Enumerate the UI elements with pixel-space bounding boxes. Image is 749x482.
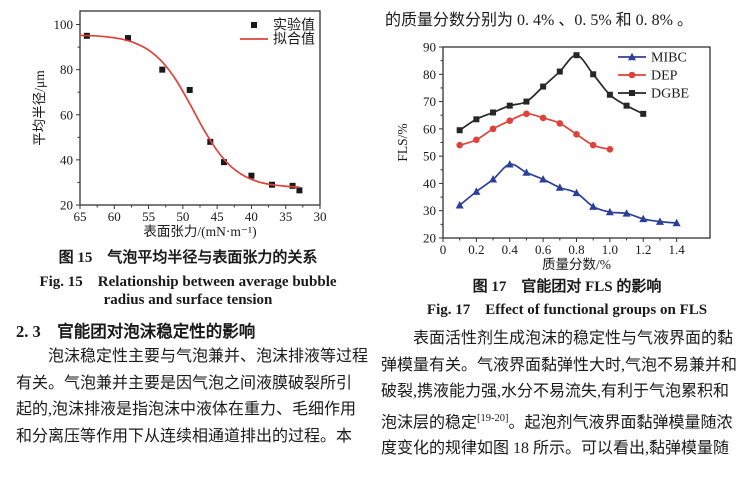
svg-text:60: 60 bbox=[108, 209, 121, 224]
svg-text:1.4: 1.4 bbox=[669, 242, 686, 257]
svg-text:40: 40 bbox=[245, 209, 258, 224]
svg-text:质量分数/%: 质量分数/% bbox=[542, 257, 611, 272]
svg-text:60: 60 bbox=[423, 121, 436, 136]
left-paragraph-line: 有关。气泡兼并主要是因气泡之间液膜破裂所引 bbox=[16, 374, 353, 392]
svg-text:DGBE: DGBE bbox=[651, 87, 689, 102]
svg-text:30: 30 bbox=[314, 209, 327, 224]
svg-text:80: 80 bbox=[423, 67, 436, 82]
right-paragraph: 表面活性剂生成泡沫的稳定性与气液界面的黏 弹模量有关。气液界面黏弹性大时,气泡不… bbox=[381, 326, 749, 463]
svg-text:拟合值: 拟合值 bbox=[273, 32, 315, 48]
svg-text:55: 55 bbox=[142, 209, 155, 224]
svg-text:80: 80 bbox=[60, 62, 73, 77]
svg-text:平均半径/μm: 平均半径/μm bbox=[32, 70, 47, 146]
figure-15-caption-en-line1: Fig. 15 Relationship between average bub… bbox=[39, 274, 337, 290]
right-paragraph-line: 表面活性剂生成泡沫的稳定性与气液界面的黏 bbox=[413, 330, 734, 347]
figure-15-caption-en-line2: radius and surface tension bbox=[103, 292, 273, 308]
svg-text:0: 0 bbox=[440, 242, 447, 257]
svg-text:20: 20 bbox=[60, 198, 73, 213]
citation-reference: [19-20] bbox=[477, 412, 509, 424]
figure-15-caption-zh: 图 15 气泡平均半径与表面张力的关系 bbox=[58, 250, 318, 266]
svg-text:1.2: 1.2 bbox=[635, 242, 651, 257]
left-paragraph: 泡沫稳定性主要与气泡兼并、泡沫排液等过程 有关。气泡兼并主要是因气泡之间液膜破裂… bbox=[16, 344, 368, 450]
svg-text:FLS/%: FLS/% bbox=[395, 123, 410, 161]
left-paragraph-line: 起的,泡沫排液是指泡沫中液体在重力、毛细作用 bbox=[16, 401, 357, 418]
svg-text:65: 65 bbox=[74, 209, 87, 224]
figure-17-caption-zh: 图 17 官能团对 FLS 的影响 bbox=[472, 279, 662, 295]
figure-17-caption-en: Fig. 17 Effect of functional groups on F… bbox=[426, 302, 708, 318]
right-paragraph-line: 弹模量有关。气液界面黏弹性大时,气泡不易兼并和 bbox=[381, 356, 738, 374]
svg-text:40: 40 bbox=[60, 152, 73, 167]
svg-text:MIBC: MIBC bbox=[651, 51, 687, 66]
right-paragraph-line: 泡沫层的稳定[19-20]。起泡剂气液界面黏弹模量随浓 bbox=[381, 406, 749, 437]
left-paragraph-line: 泡沫稳定性主要与气泡兼并、泡沫排液等过程 bbox=[48, 348, 369, 365]
svg-text:90: 90 bbox=[423, 40, 436, 55]
svg-text:50: 50 bbox=[176, 209, 189, 224]
left-paragraph-line: 和分离压等作用下从连续相通道排出的过程。本 bbox=[16, 427, 353, 445]
svg-text:0.2: 0.2 bbox=[468, 242, 484, 257]
svg-text:45: 45 bbox=[211, 209, 224, 224]
svg-text:100: 100 bbox=[54, 17, 74, 32]
svg-text:70: 70 bbox=[423, 94, 436, 109]
right-paragraph-line4-pre: 泡沫层的稳定 bbox=[381, 413, 478, 431]
svg-text:40: 40 bbox=[423, 176, 436, 191]
svg-text:50: 50 bbox=[423, 149, 436, 164]
figure-17-chart: 0 0.2 0.4 0.6 0.8 1.0 1.2 1.4 20 30 40 50 60 70 80 90 质量… bbox=[395, 40, 711, 272]
svg-text:1.0: 1.0 bbox=[602, 242, 618, 257]
svg-text:DEP: DEP bbox=[651, 69, 678, 84]
svg-text:0.4: 0.4 bbox=[502, 242, 519, 257]
figure-15-chart: 65 60 55 50 45 40 35 30 20 40 60 80 100 表面张力/(mN·m⁻¹)… bbox=[32, 10, 327, 239]
svg-text:0.8: 0.8 bbox=[568, 242, 584, 257]
svg-text:实验值: 实验值 bbox=[273, 18, 315, 34]
svg-text:0.6: 0.6 bbox=[535, 242, 552, 257]
svg-text:表面张力/(mN·m⁻¹): 表面张力/(mN·m⁻¹) bbox=[143, 224, 256, 239]
right-paragraph-line: 度变化的规律如图 18 所示。可以看出,黏弹模量随 bbox=[381, 440, 730, 458]
section-heading-2-3: 2. 3 官能团对泡沫稳定性的影响 bbox=[16, 322, 256, 341]
right-paragraph-line: 破裂,携液能力强,水分不易流失,有利于气泡累积和 bbox=[381, 383, 730, 400]
svg-text:35: 35 bbox=[279, 209, 292, 224]
right-paragraph-line4-post: 。起泡剂气液界面黏弹模量随浓 bbox=[508, 413, 733, 431]
svg-text:60: 60 bbox=[60, 107, 73, 122]
svg-text:20: 20 bbox=[423, 231, 436, 246]
right-intro-line: 的质量分数分别为 0. 4% 、0. 5% 和 0. 8% 。 bbox=[385, 12, 693, 29]
svg-text:30: 30 bbox=[423, 203, 436, 218]
